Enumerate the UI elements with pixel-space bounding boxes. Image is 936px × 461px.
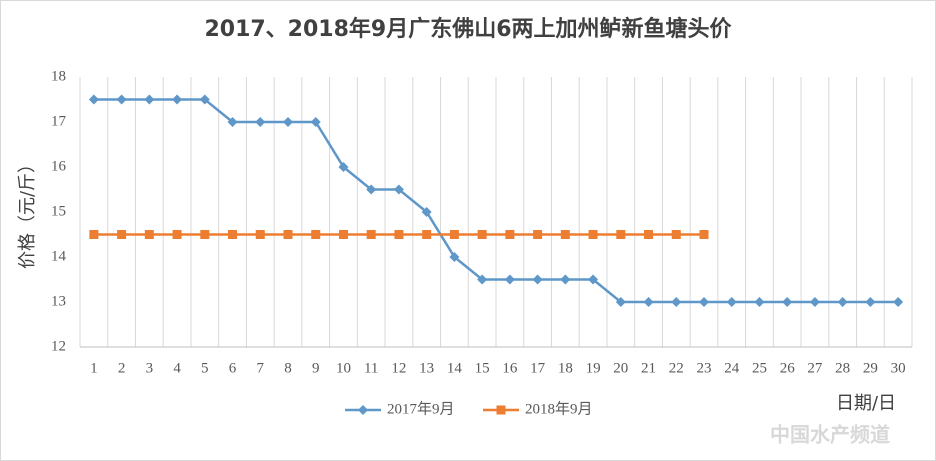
x-tick-label: 1 [90,360,98,376]
point [615,297,626,307]
point [199,94,210,105]
point [782,297,793,307]
x-tick-label: 16 [502,360,518,376]
x-tick-label: 22 [669,360,684,376]
x-tick-label: 30 [891,360,906,376]
y-tick-label: 17 [51,113,67,129]
point [865,297,876,307]
point [504,274,515,285]
point [588,274,599,285]
point [837,297,848,307]
x-tick-label: 25 [752,360,767,376]
point [449,230,459,239]
point [144,94,155,105]
point [449,252,460,262]
point [644,230,654,239]
x-tick-label: 3 [146,360,154,376]
point [89,230,99,239]
point [422,230,432,239]
point [310,117,321,127]
x-tick-label: 13 [419,360,434,376]
point [532,274,543,285]
point [671,297,682,307]
point [505,230,515,239]
x-tick-label: 23 [697,360,712,376]
x-tick-label: 9 [312,360,320,376]
point [477,230,487,239]
x-tick-label: 17 [530,360,546,376]
y-tick-label: 15 [51,203,66,219]
point [366,230,376,239]
point [394,230,404,239]
point [588,230,598,239]
point [227,117,238,127]
x-tick-label: 4 [173,360,181,376]
point [228,230,238,239]
point [366,184,377,195]
y-tick-label: 12 [51,338,66,354]
point [726,297,737,307]
x-tick-label: 20 [613,360,628,376]
x-tick-label: 15 [475,360,490,376]
x-tick-label: 5 [201,360,209,376]
y-axis-title: 价格（元/斤） [17,155,38,269]
y-tick-label: 16 [51,158,67,174]
point [283,230,293,239]
x-tick-label: 12 [391,360,406,376]
point [200,230,210,239]
x-tick-label: 14 [447,360,463,376]
point [393,184,404,195]
x-tick-label: 8 [284,360,292,376]
point [172,230,182,239]
x-tick-label: 29 [863,360,878,376]
x-tick-label: 21 [641,360,656,376]
point [172,94,183,105]
legend-label: 2018年9月 [525,400,593,417]
point [144,230,154,239]
point [754,297,765,307]
x-axis-title: 日期/日 [836,393,896,414]
point [338,230,348,239]
y-tick-label: 18 [51,68,66,84]
point [533,230,543,239]
legend-label: 2017年9月 [387,400,455,417]
y-tick-label: 13 [51,293,66,309]
point [643,297,654,307]
x-tick-label: 24 [724,360,740,376]
chart-title: 2017、2018年9月广东佛山6两上加州鲈新鱼塘头价 [204,16,732,42]
x-tick-label: 26 [780,360,796,376]
point [477,274,488,285]
point [116,94,127,105]
x-tick-label: 11 [364,360,378,376]
point [616,230,626,239]
point [671,230,681,239]
x-tick-label: 27 [807,360,823,376]
y-tick-label: 14 [51,248,67,264]
legend-marker [496,405,506,415]
point [893,297,904,307]
point [421,207,432,217]
point [255,230,265,239]
point [560,274,571,285]
point [283,117,293,127]
x-tick-label: 19 [586,360,601,376]
watermark: 中国水产频道 [770,423,890,447]
x-tick-label: 7 [257,360,265,376]
x-tick-label: 6 [229,360,237,376]
point [255,117,266,127]
legend-marker [358,405,368,415]
x-tick-label: 28 [835,360,850,376]
point [311,230,321,239]
point [699,297,709,307]
x-tick-label: 2 [118,360,126,376]
x-tick-label: 18 [558,360,573,376]
point [117,230,127,239]
x-tick-label: 10 [336,360,351,376]
point [88,94,99,105]
point [699,230,709,239]
point [809,297,820,307]
point [560,230,570,239]
point [338,162,349,172]
